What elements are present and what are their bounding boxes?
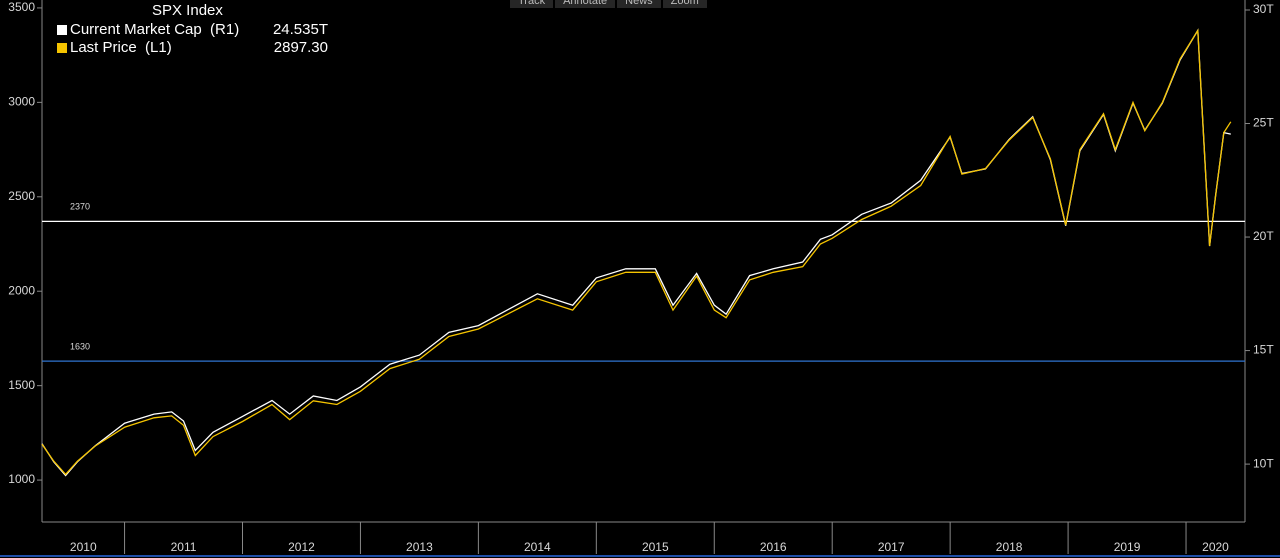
x-tick-label: 2015 — [642, 540, 669, 554]
toolbar-button[interactable]: News — [617, 0, 661, 8]
series-line — [41, 28, 1232, 476]
x-tick-label: 2017 — [878, 540, 905, 554]
y2-tick-label: 25T — [1253, 116, 1274, 130]
x-tick-label: 2010 — [70, 540, 97, 554]
x-tick-label: 2013 — [406, 540, 433, 554]
legend-swatch — [57, 43, 67, 53]
chart-title: SPX Index — [152, 2, 223, 19]
y-tick-label: 2000 — [8, 283, 35, 297]
toolbar-button[interactable]: Track — [510, 0, 554, 8]
legend-value: 24.535T — [273, 21, 328, 38]
reference-label: 1630 — [70, 341, 90, 351]
x-tick-label: 2011 — [171, 540, 197, 554]
x-tick-label: 2020 — [1202, 540, 1229, 554]
y-tick-label: 3500 — [8, 0, 35, 14]
legend-label: Last Price (L1) — [70, 39, 172, 56]
series-line — [41, 28, 1231, 477]
y-tick-label: 1000 — [8, 472, 35, 486]
y-tick-label: 2500 — [8, 189, 35, 203]
y-tick-label: 1500 — [8, 378, 35, 392]
y2-tick-label: 15T — [1253, 343, 1274, 357]
reference-label: 2370 — [70, 202, 90, 212]
legend-value: 2897.30 — [274, 39, 328, 56]
legend-swatch — [57, 25, 67, 35]
y2-tick-label: 20T — [1253, 229, 1274, 243]
x-tick-label: 2018 — [996, 540, 1023, 554]
toolbar-button[interactable]: Zoom — [662, 0, 707, 8]
x-tick-label: 2016 — [760, 540, 787, 554]
x-tick-label: 2014 — [524, 540, 551, 554]
toolbar-button[interactable]: Annotate — [555, 0, 616, 8]
legend-label: Current Market Cap (R1) — [70, 21, 239, 38]
x-tick-label: 2012 — [288, 540, 315, 554]
y-tick-label: 3000 — [8, 95, 35, 109]
x-tick-label: 2019 — [1114, 540, 1141, 554]
toolbar: Track Annotate News Zoom — [510, 0, 707, 8]
y2-tick-label: 30T — [1253, 2, 1274, 16]
y2-tick-label: 10T — [1253, 456, 1274, 470]
